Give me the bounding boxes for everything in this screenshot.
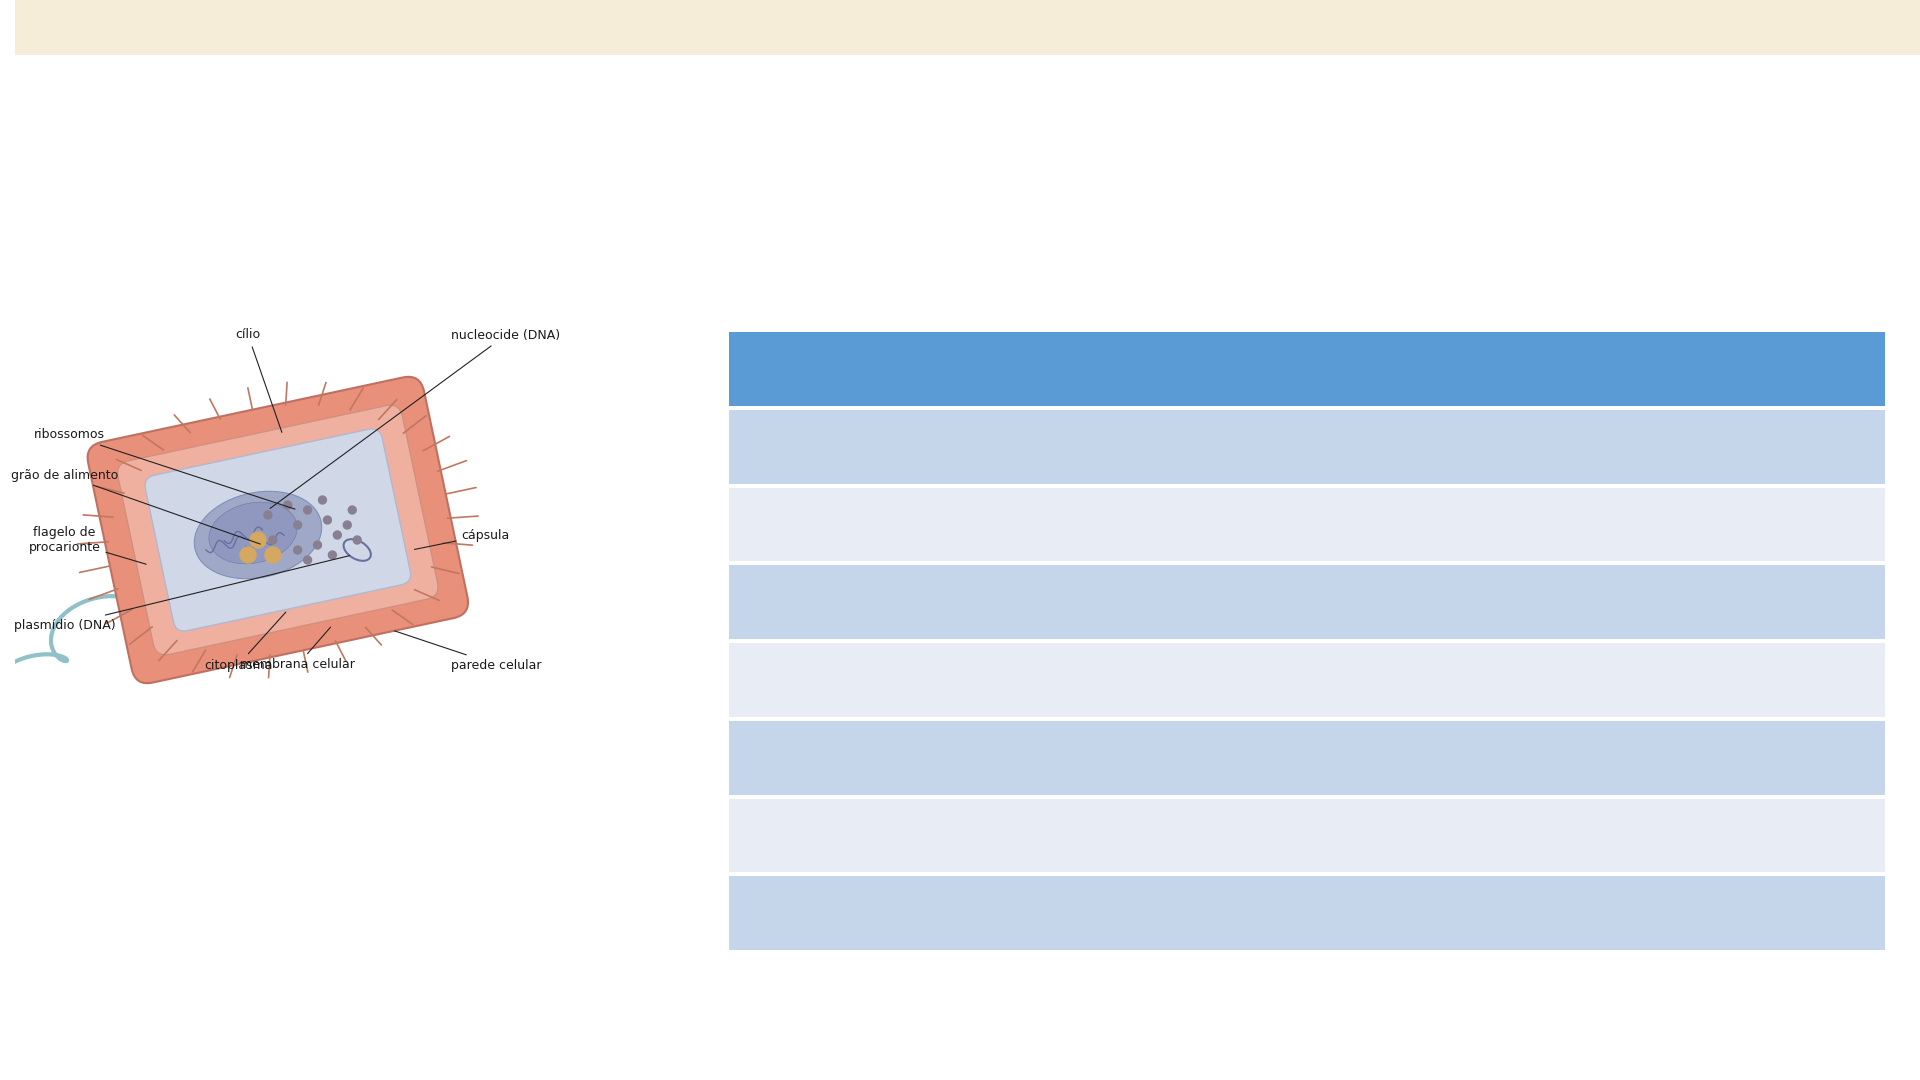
Circle shape <box>334 531 342 539</box>
Circle shape <box>303 507 311 514</box>
Ellipse shape <box>194 491 323 579</box>
Bar <box>730 798 1885 873</box>
Circle shape <box>263 511 273 519</box>
Circle shape <box>294 521 301 529</box>
Circle shape <box>344 521 351 529</box>
Circle shape <box>269 536 276 544</box>
FancyBboxPatch shape <box>88 377 468 684</box>
Circle shape <box>303 556 311 564</box>
Bar <box>730 409 1885 484</box>
Text: ribossomos: ribossomos <box>35 429 296 509</box>
Text: flagelo de
procarionte: flagelo de procarionte <box>29 526 146 564</box>
Circle shape <box>319 496 326 504</box>
Circle shape <box>240 546 255 563</box>
FancyBboxPatch shape <box>117 405 438 654</box>
Circle shape <box>313 541 321 549</box>
Circle shape <box>284 501 292 509</box>
FancyBboxPatch shape <box>146 429 411 631</box>
Text: cílio: cílio <box>236 328 282 432</box>
Bar <box>730 332 1885 406</box>
Bar <box>730 487 1885 562</box>
Circle shape <box>250 532 265 548</box>
Circle shape <box>323 516 332 524</box>
Text: membrana celular: membrana celular <box>240 627 355 672</box>
Bar <box>730 720 1885 795</box>
Text: cápsula: cápsula <box>415 528 509 550</box>
Circle shape <box>348 507 357 514</box>
Circle shape <box>294 546 301 554</box>
Bar <box>730 643 1885 717</box>
Circle shape <box>265 546 280 563</box>
Circle shape <box>353 536 361 544</box>
Text: citoplasma: citoplasma <box>204 612 286 672</box>
Text: plasmídio (DNA): plasmídio (DNA) <box>13 555 349 632</box>
Bar <box>730 565 1885 639</box>
Bar <box>730 876 1885 950</box>
Text: parede celular: parede celular <box>396 631 541 672</box>
Ellipse shape <box>209 502 298 564</box>
Circle shape <box>328 551 336 559</box>
Text: nucleocide (DNA): nucleocide (DNA) <box>271 328 561 509</box>
Bar <box>15 0 1920 55</box>
Text: grão de alimento: grão de alimento <box>12 469 261 544</box>
